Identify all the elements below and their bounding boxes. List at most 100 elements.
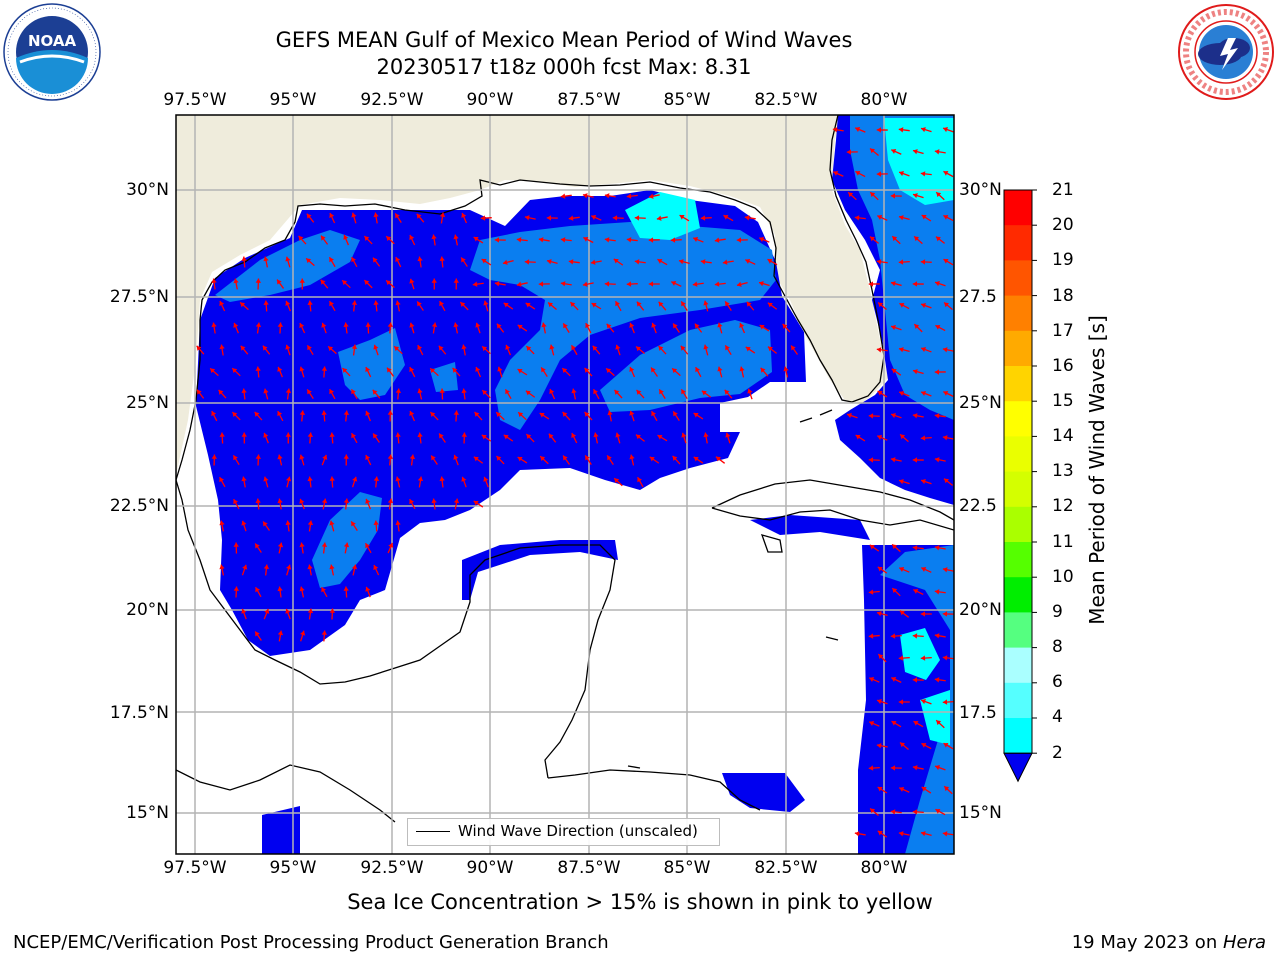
colorbar-title: Mean Period of Wind Waves [s] xyxy=(1085,315,1109,625)
lat-label-left: 20°N xyxy=(126,600,169,620)
wave-direction-arrow xyxy=(219,300,226,312)
wave-direction-arrow xyxy=(409,454,416,466)
wave-direction-arrow xyxy=(305,257,315,267)
lon-label-bottom: 92.5°W xyxy=(360,858,424,878)
wave-direction-arrow xyxy=(714,281,726,287)
wave-direction-arrow xyxy=(723,214,734,222)
wave-direction-arrow xyxy=(876,347,888,353)
wave-direction-arrow xyxy=(942,699,954,705)
lon-label-top: 97.5°W xyxy=(163,90,227,110)
wave-direction-arrow xyxy=(219,476,226,488)
wave-direction-arrow xyxy=(320,279,329,289)
colorbar-tick: 14 xyxy=(1052,426,1074,446)
wave-direction-arrow xyxy=(409,498,416,510)
wave-direction-arrow xyxy=(634,215,646,221)
wave-direction-arrow xyxy=(739,322,746,334)
wave-direction-arrow xyxy=(373,344,379,356)
wave-direction-arrow xyxy=(538,281,550,287)
wave-direction-arrow xyxy=(277,498,283,510)
wave-direction-arrow xyxy=(832,127,844,133)
wave-direction-arrow xyxy=(868,765,880,771)
wave-direction-arrow xyxy=(584,411,593,421)
wave-direction-arrow xyxy=(942,347,954,353)
wave-direction-arrow xyxy=(635,346,645,354)
wave-direction-arrow xyxy=(307,520,314,532)
wave-direction-arrow xyxy=(626,237,638,243)
wave-direction-arrow xyxy=(263,300,269,312)
wave-direction-arrow xyxy=(263,256,269,268)
wave-direction-arrow xyxy=(898,567,910,573)
lat-label-right: 25°N xyxy=(959,393,1002,413)
wave-direction-arrow xyxy=(637,476,644,488)
wave-direction-arrow xyxy=(724,301,732,311)
wave-direction-arrow xyxy=(321,542,328,554)
chart-subtitle: 20230517 t18z 000h fcst Max: 8.31 xyxy=(376,55,752,79)
wave-direction-arrow xyxy=(417,476,424,488)
wave-direction-arrow xyxy=(680,345,689,355)
wave-direction-arrow xyxy=(759,324,770,332)
wave-direction-arrow xyxy=(517,456,528,464)
wave-direction-arrow xyxy=(541,322,547,334)
wave-direction-arrow xyxy=(890,413,902,419)
coastline xyxy=(799,417,813,423)
wave-direction-arrow xyxy=(241,476,247,488)
wave-direction-arrow xyxy=(365,322,371,334)
footer-credit: NCEP/EMC/Verification Post Processing Pr… xyxy=(13,932,609,953)
wave-direction-arrow xyxy=(920,655,932,661)
wave-direction-arrow xyxy=(351,344,358,356)
wave-direction-arrow xyxy=(782,323,791,333)
wave-direction-arrow xyxy=(539,455,549,465)
wave-direction-arrow xyxy=(635,434,645,442)
coastline xyxy=(760,534,783,553)
wave-direction-arrow xyxy=(211,278,217,290)
wave-direction-arrow xyxy=(329,388,336,400)
colorbar-segment xyxy=(1004,260,1032,297)
wave-direction-arrow xyxy=(891,720,902,728)
wave-direction-arrow xyxy=(241,608,247,620)
wave-direction-arrow xyxy=(636,389,645,399)
wave-direction-arrow xyxy=(277,322,284,334)
wave-direction-arrow xyxy=(385,235,395,245)
wave-direction-arrow xyxy=(876,435,888,441)
wave-direction-arrow xyxy=(343,454,349,466)
wave-direction-arrow xyxy=(921,214,932,222)
wave-direction-arrow xyxy=(694,323,703,333)
wave-direction-arrow xyxy=(593,432,599,444)
wave-direction-arrow xyxy=(373,476,380,488)
wave-direction-arrow xyxy=(920,611,932,617)
wave-direction-arrow xyxy=(517,411,527,421)
wave-direction-arrow xyxy=(569,301,579,311)
wave-direction-arrow xyxy=(876,699,888,705)
colorbar-tick: 6 xyxy=(1052,672,1063,692)
wave-direction-arrow xyxy=(321,498,328,510)
wave-direction-arrow xyxy=(299,498,305,510)
wave-direction-arrow xyxy=(703,344,709,356)
wave-period-band-mid xyxy=(430,362,458,392)
wave-direction-arrow xyxy=(343,498,350,510)
wave-direction-arrow xyxy=(431,234,437,246)
colorbar-segment xyxy=(1004,506,1032,543)
wave-direction-arrow xyxy=(373,212,379,224)
wave-direction-arrow xyxy=(496,455,505,465)
wave-direction-arrow xyxy=(373,520,379,532)
wave-direction-arrow xyxy=(372,433,380,443)
wave-direction-arrow xyxy=(695,366,702,378)
coastline xyxy=(711,507,954,531)
wave-direction-arrow xyxy=(584,455,592,465)
colorbar-tick: 21 xyxy=(1052,180,1074,200)
wave-direction-arrow xyxy=(890,765,902,771)
wave-direction-arrow xyxy=(299,454,305,466)
colorbar-segment xyxy=(1004,401,1032,437)
wave-direction-arrow xyxy=(549,388,556,400)
wave-direction-arrow xyxy=(876,611,888,617)
colorbar-tick: 19 xyxy=(1052,250,1074,270)
wave-direction-arrow xyxy=(387,498,394,510)
wave-direction-arrow xyxy=(898,347,910,353)
lat-label-left: 27.5°N xyxy=(109,287,169,307)
wave-direction-arrow xyxy=(516,237,528,243)
wave-direction-arrow xyxy=(525,302,536,310)
wave-direction-arrow xyxy=(876,127,888,133)
wave-direction-arrow xyxy=(606,455,614,465)
wave-direction-arrow xyxy=(342,367,351,377)
wave-direction-arrow xyxy=(934,457,946,463)
